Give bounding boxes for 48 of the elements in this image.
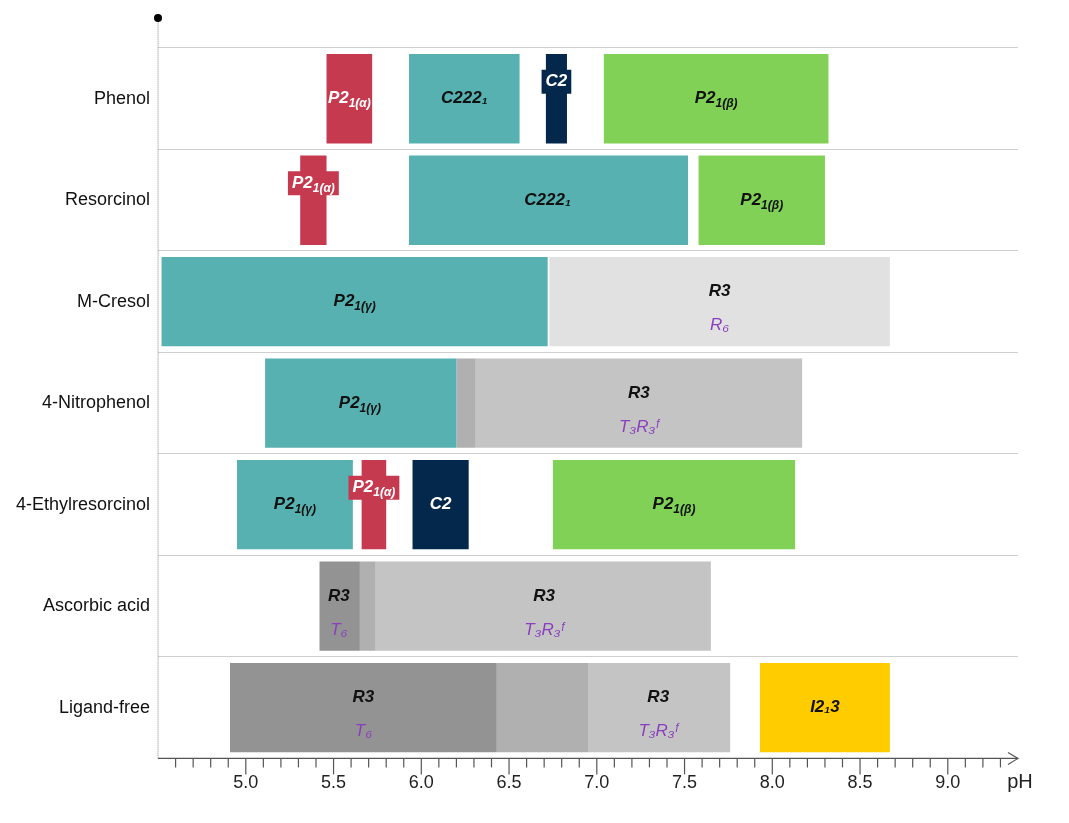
y-tick-label: 4-Nitrophenol	[41, 392, 151, 413]
y-tick-label: 4-Ethylresorcinol	[15, 493, 151, 514]
bar	[760, 663, 890, 753]
bar	[552, 460, 796, 550]
x-tick-label: 8.5	[847, 772, 873, 793]
annotation: C222₁	[524, 189, 571, 209]
x-tick-label: 6.0	[408, 772, 434, 793]
bar	[412, 460, 469, 550]
annotation: I2₁3	[810, 697, 841, 717]
y-tick-label: M-Cresol	[77, 290, 151, 311]
annotation: R3 T₃R₃ᶠ	[619, 382, 662, 436]
y-tick-label: Ligand-free	[58, 696, 151, 717]
bar	[409, 155, 689, 245]
x-tick-label: 9.0	[935, 772, 961, 793]
annotation: R3 R₆	[708, 281, 732, 335]
bar	[549, 257, 890, 347]
bar	[237, 460, 353, 550]
annotation: R3 T₃R₃ᶠ	[638, 687, 681, 741]
y-tick-label: Resorcinol	[65, 189, 151, 210]
annotation: R3 T₆	[352, 687, 375, 741]
annotation: C222₁	[440, 88, 488, 108]
bar	[375, 561, 711, 651]
annotation: C2	[545, 71, 568, 91]
annotation: R3 T₃R₃ᶠ	[524, 585, 567, 639]
x-tick-label: 7.0	[584, 772, 610, 793]
bar	[456, 358, 476, 448]
annotation: C2	[429, 494, 453, 514]
y-tick-label: Ascorbic acid	[43, 595, 151, 616]
bar	[230, 663, 497, 753]
x-tick-label: 5.5	[321, 772, 347, 793]
bar	[409, 54, 520, 144]
x-tick-label: 7.5	[672, 772, 698, 793]
y-tick-label: Phenol	[93, 87, 151, 108]
x-tick-label: 8.0	[759, 772, 785, 793]
x-axis-title: pH	[1007, 769, 1033, 792]
bar	[588, 663, 731, 753]
x-tick-label: 6.5	[496, 772, 522, 793]
bar	[161, 257, 548, 347]
annotation: R3 T₆	[327, 585, 351, 639]
bar	[603, 54, 829, 144]
bar	[475, 358, 803, 448]
bar	[319, 561, 360, 651]
bar	[326, 54, 373, 144]
bar	[496, 663, 589, 753]
bar	[698, 155, 825, 245]
x-tick-label: 5.0	[233, 772, 259, 793]
bar	[359, 561, 376, 651]
bar	[265, 358, 457, 448]
